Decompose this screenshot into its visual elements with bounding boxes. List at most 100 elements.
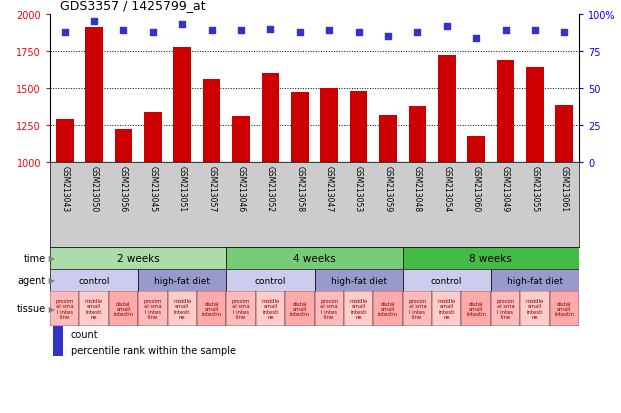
Point	[295, 29, 305, 36]
Text: proxim
al sma
l intes
tine: proxim al sma l intes tine	[232, 298, 250, 319]
Text: tissue: tissue	[17, 304, 46, 314]
Text: GSM213058: GSM213058	[296, 165, 304, 211]
Point	[471, 35, 481, 42]
Text: percentile rank within the sample: percentile rank within the sample	[71, 345, 235, 355]
Bar	[497, 61, 514, 163]
Point	[148, 29, 158, 36]
Text: proxim
al sma
l intes
tine: proxim al sma l intes tine	[55, 298, 74, 319]
Bar	[56, 120, 73, 163]
Point	[442, 24, 451, 30]
Bar	[402, 291, 432, 326]
Bar	[314, 291, 344, 326]
Point	[383, 34, 393, 40]
Text: 4 weeks: 4 weeks	[293, 254, 336, 263]
Bar	[491, 269, 579, 291]
Bar	[379, 116, 397, 163]
Bar	[402, 247, 579, 269]
Text: agent: agent	[18, 275, 46, 285]
Text: middle
small
intesti
ne: middle small intesti ne	[350, 298, 368, 319]
Text: control: control	[431, 276, 463, 285]
Bar	[232, 117, 250, 163]
Bar	[526, 68, 544, 163]
Bar	[79, 291, 109, 326]
Text: GDS3357 / 1425799_at: GDS3357 / 1425799_at	[60, 0, 206, 12]
Text: GSM213043: GSM213043	[60, 165, 69, 211]
Text: GSM213050: GSM213050	[89, 165, 99, 211]
Text: proxim
al sma
l intes
tine: proxim al sma l intes tine	[143, 298, 162, 319]
Text: GSM213057: GSM213057	[207, 165, 216, 211]
Text: GSM213046: GSM213046	[237, 165, 245, 211]
Text: ▶: ▶	[46, 304, 55, 313]
Point	[560, 29, 569, 36]
Bar	[50, 291, 79, 326]
Text: GSM213053: GSM213053	[354, 165, 363, 211]
Text: ▶: ▶	[46, 254, 55, 263]
Text: GSM213049: GSM213049	[501, 165, 510, 211]
Text: GSM213048: GSM213048	[413, 165, 422, 211]
Text: distal
small
intestin: distal small intestin	[114, 301, 134, 317]
Bar	[226, 291, 256, 326]
Point	[353, 29, 363, 36]
Bar	[53, 282, 63, 356]
Bar	[520, 291, 550, 326]
Bar	[320, 89, 338, 163]
Bar	[556, 106, 573, 163]
Text: middle
small
intesti
ne: middle small intesti ne	[173, 298, 191, 319]
Text: middle
small
intesti
ne: middle small intesti ne	[85, 298, 103, 319]
Text: high-fat diet: high-fat diet	[507, 276, 563, 285]
Text: high-fat diet: high-fat diet	[330, 276, 387, 285]
Bar	[438, 56, 456, 163]
Text: distal
small
intestin: distal small intestin	[466, 301, 486, 317]
Text: control: control	[255, 276, 286, 285]
Text: 8 weeks: 8 weeks	[469, 254, 512, 263]
Point	[530, 28, 540, 35]
Bar	[53, 267, 63, 341]
Text: GSM213054: GSM213054	[442, 165, 451, 211]
Text: GSM213052: GSM213052	[266, 165, 275, 211]
Bar	[85, 28, 103, 163]
Bar	[226, 269, 314, 291]
Bar	[432, 291, 461, 326]
Text: GSM213047: GSM213047	[325, 165, 333, 211]
Text: distal
small
intestin: distal small intestin	[202, 301, 222, 317]
Point	[119, 28, 129, 35]
Bar	[115, 130, 132, 163]
Bar	[344, 291, 373, 326]
Text: proxim
al sma
l intes
tine: proxim al sma l intes tine	[408, 298, 427, 319]
Bar	[138, 291, 168, 326]
Text: middle
small
intesti
ne: middle small intesti ne	[261, 298, 279, 319]
Text: high-fat diet: high-fat diet	[154, 276, 211, 285]
Bar	[314, 269, 402, 291]
Bar	[261, 74, 279, 163]
Text: 2 weeks: 2 weeks	[117, 254, 160, 263]
Text: GSM213051: GSM213051	[178, 165, 187, 211]
Text: GSM213059: GSM213059	[384, 165, 392, 211]
Text: distal
small
intestin: distal small intestin	[290, 301, 310, 317]
Point	[236, 28, 246, 35]
Text: GSM213045: GSM213045	[148, 165, 157, 211]
Text: proxim
al sma
l intes
tine: proxim al sma l intes tine	[320, 298, 338, 319]
Text: GSM213061: GSM213061	[560, 165, 569, 211]
Text: GSM213055: GSM213055	[530, 165, 540, 211]
Text: middle
small
intesti
ne: middle small intesti ne	[438, 298, 456, 319]
Text: count: count	[71, 329, 98, 339]
Point	[89, 19, 99, 26]
Text: time: time	[24, 254, 46, 263]
Point	[265, 26, 275, 33]
Bar	[256, 291, 285, 326]
Text: GSM213056: GSM213056	[119, 165, 128, 211]
Text: control: control	[78, 276, 110, 285]
Text: middle
small
intesti
ne: middle small intesti ne	[526, 298, 544, 319]
Point	[60, 29, 70, 36]
Bar	[109, 291, 138, 326]
Text: distal
small
intestin: distal small intestin	[378, 301, 398, 317]
Bar	[50, 269, 138, 291]
Point	[324, 28, 334, 35]
Bar	[350, 92, 368, 163]
Bar	[461, 291, 491, 326]
Bar	[402, 269, 491, 291]
Bar	[409, 107, 426, 163]
Bar	[285, 291, 314, 326]
Point	[412, 29, 422, 36]
Bar	[144, 112, 161, 163]
